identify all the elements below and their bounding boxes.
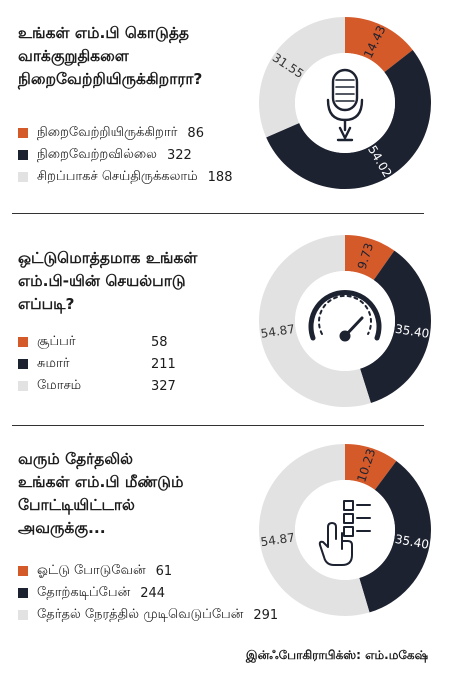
- donut-slice: [259, 17, 345, 138]
- legend-swatch: [18, 610, 28, 620]
- title-line: எம்.பி-யின் செயல்பாடு: [18, 272, 186, 290]
- donut-slice: [259, 235, 371, 407]
- question-title-2: ஒட்டுமொத்தமாக உங்கள் எம்.பி-யின் செயல்பா…: [18, 247, 197, 316]
- legend-swatch: [18, 337, 28, 347]
- title-line: எப்படி?: [18, 295, 75, 313]
- legend-count: 58: [151, 334, 168, 350]
- legend-item: சூப்பர் 58: [18, 331, 176, 353]
- legend-item: தோற்கடிப்பேன் 244: [18, 582, 278, 604]
- donut-slice: [345, 444, 397, 490]
- slice-value-label: 54.87: [260, 530, 296, 549]
- section-divider: [12, 213, 424, 214]
- legend-3: ஓட்டு போடுவேன் 61 தோற்கடிப்பேன் 244 தேர்…: [18, 560, 278, 626]
- legend-label: சுமார்: [37, 356, 70, 371]
- legend-swatch: [18, 150, 28, 160]
- legend-1: நிறைவேற்றியிருக்கிறார் 86 நிறைவேற்றவில்ல…: [18, 122, 232, 188]
- chart-section-3: வரும் தேர்தலில் உங்கள் எம்.பி மீண்டும் ப…: [0, 427, 450, 642]
- legend-count: 188: [207, 169, 233, 185]
- legend-count: 61: [155, 563, 173, 579]
- title-line: அவருக்கு...: [18, 519, 106, 537]
- legend-label: சிறப்பாகச் செய்திருக்கலாம்: [37, 169, 198, 184]
- legend-swatch: [18, 588, 28, 598]
- legend-swatch: [18, 566, 28, 576]
- speedometer-icon: [308, 290, 382, 342]
- title-line: உங்கள் எம்.பி கொடுத்த: [18, 24, 190, 42]
- chart-section-2: ஒட்டுமொத்தமாக உங்கள் எம்.பி-யின் செயல்பா…: [0, 215, 450, 425]
- legend-swatch: [18, 172, 28, 182]
- donut-slice: [345, 235, 395, 281]
- legend-item: மோசம் 327: [18, 375, 176, 397]
- legend-count: 327: [151, 378, 176, 394]
- title-line: போட்டியிட்டால்: [18, 496, 135, 514]
- legend-label: மோசம்: [37, 378, 82, 393]
- legend-item: நிறைவேற்றியிருக்கிறார் 86: [18, 122, 232, 144]
- legend-label: சூப்பர்: [37, 334, 76, 349]
- legend-label: நிறைவேற்றியிருக்கிறார்: [37, 125, 178, 140]
- slice-value-label: 35.40: [394, 322, 430, 341]
- title-line: ஒட்டுமொத்தமாக உங்கள்: [18, 249, 198, 267]
- legend-item: சுமார் 211: [18, 353, 176, 375]
- donut-slice: [360, 250, 431, 404]
- donut-slice: [359, 460, 431, 613]
- slice-value-label: 54.87: [260, 322, 296, 341]
- legend-count: 291: [253, 607, 279, 623]
- title-line: நிறைவேற்றியிருக்கிறாரா?: [18, 70, 203, 88]
- legend-count: 86: [187, 125, 204, 141]
- legend-item: நிறைவேற்றவில்லை 322: [18, 144, 232, 166]
- infographic-credit: இன்ஃபோகிராபிக்ஸ்: எம்.மகேஷ்: [245, 648, 428, 662]
- question-title-1: உங்கள் எம்.பி கொடுத்த வாக்குறுதிகளை நிறை…: [18, 22, 202, 91]
- legend-item: ஓட்டு போடுவேன் 61: [18, 560, 278, 582]
- legend-item: தேர்தல் நேரத்தில் முடிவெடுப்பேன் 291: [18, 604, 278, 626]
- title-line: வாக்குறுதிகளை: [18, 47, 129, 65]
- donut-hole: [295, 271, 395, 371]
- legend-label: தோற்கடிப்பேன்: [37, 585, 131, 600]
- legend-count: 244: [140, 585, 166, 601]
- section-divider: [12, 425, 424, 426]
- legend-swatch: [18, 381, 28, 391]
- donut-slice: [266, 49, 431, 189]
- legend-swatch: [18, 128, 28, 138]
- microphone-icon: [326, 68, 364, 142]
- title-line: உங்கள் எம்.பி மீண்டும்: [18, 473, 184, 491]
- checklist-hand-icon: [318, 500, 371, 566]
- slice-value-label: 35.40: [394, 532, 430, 552]
- donut-slice: [259, 444, 370, 616]
- legend-2: சூப்பர் 58 சுமார் 211 மோசம் 327: [18, 331, 176, 397]
- title-line: வரும் தேர்தலில்: [18, 450, 134, 468]
- legend-label: ஓட்டு போடுவேன்: [37, 563, 146, 578]
- legend-count: 322: [166, 147, 192, 163]
- legend-swatch: [18, 359, 28, 369]
- legend-item: சிறப்பாகச் செய்திருக்கலாம் 188: [18, 166, 232, 188]
- legend-label: தேர்தல் நேரத்தில் முடிவெடுப்பேன்: [37, 607, 244, 622]
- chart-section-1: உங்கள் எம்.பி கொடுத்த வாக்குறுதிகளை நிறை…: [0, 0, 450, 215]
- legend-label: நிறைவேற்றவில்லை: [37, 147, 157, 162]
- donut-slice: [345, 17, 413, 73]
- question-title-3: வரும் தேர்தலில் உங்கள் எம்.பி மீண்டும் ப…: [18, 448, 183, 540]
- legend-count: 211: [151, 356, 176, 372]
